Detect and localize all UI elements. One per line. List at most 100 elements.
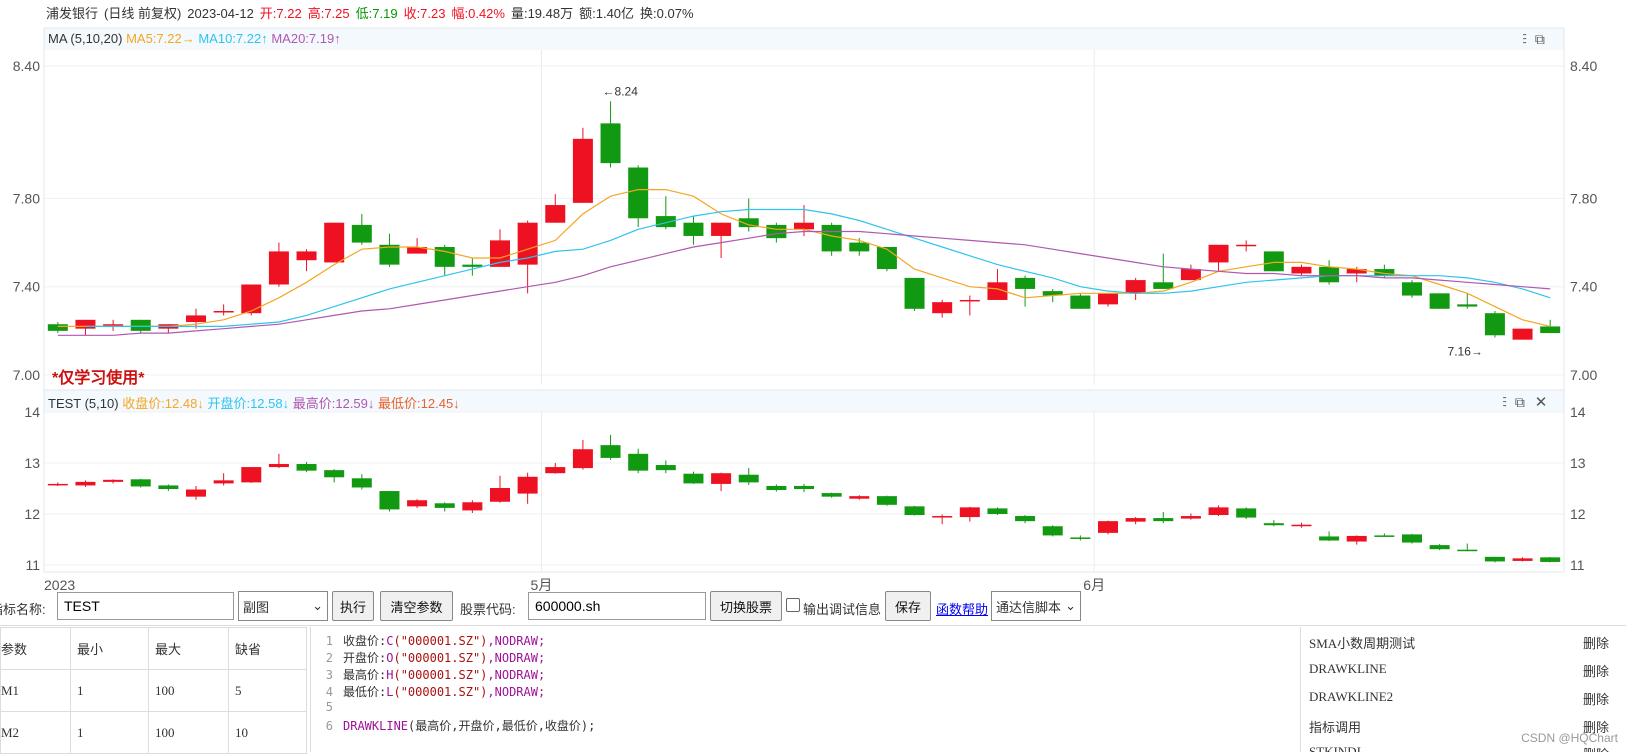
candle-body [1125, 280, 1146, 294]
debug-checkbox[interactable] [786, 598, 800, 612]
script-name[interactable]: STKINDI [1309, 744, 1361, 752]
line-number: 1 [325, 634, 333, 648]
params-header-cell: 最大 [148, 627, 229, 670]
script-list: SMA小数周期测试 删除 DRAWKLINE 删除 DRAWKLINE2 删除 指标调… [1300, 627, 1626, 752]
kline-chart[interactable]: 8.40 8.40 7.80 7.80 7.40 7.40 7.00 7.00 ←8.24 7.1… [0, 0, 1626, 600]
ma10-line [85, 208, 1551, 327]
y-tick-label: 7.00 [13, 367, 40, 383]
quote-info-bar: 浦发银行 (日线 前复权) 2023-04-12 开:7.22 高:7.25 低:7.19… [46, 3, 700, 22]
delete-button[interactable]: 删除 [1582, 720, 1609, 735]
candle-body [1484, 556, 1505, 562]
y-tick-label: 7.80 [1570, 190, 1597, 206]
code-string: ("000001.SZ") [393, 651, 488, 665]
candle-body [794, 222, 814, 230]
placement-select[interactable]: 副图 ⌄ [238, 591, 328, 621]
candle-body [545, 205, 566, 223]
indicator-name-input[interactable] [57, 592, 234, 620]
study-watermark: *仅学习使用* [52, 370, 145, 387]
y-tick-label: 11 [25, 557, 40, 573]
param-default-cell[interactable]: 5 [228, 669, 307, 712]
chart-toolbar-top: ⫶⫶ ⧉ [1522, 31, 1545, 48]
list-item[interactable]: STKINDI 删除 [1309, 744, 1619, 752]
switch-stock-button[interactable]: 切换股票 [710, 591, 782, 621]
candle-body [407, 500, 428, 507]
script-name[interactable]: DRAWKLINE2 [1309, 689, 1394, 704]
candle-body [1153, 518, 1174, 522]
code-line: 6 DRAWKLINE(最高价,开盘价,最低价,收盘价); [311, 717, 596, 734]
sub-indicator-titlebar [44, 390, 1564, 412]
table-row: M2 1 100 10 [0, 711, 307, 754]
candle-body [324, 222, 345, 263]
candle-body [351, 224, 372, 243]
param-name-cell[interactable]: M2 [0, 711, 71, 754]
settings-sliders-icon[interactable]: ⫶⫶ [1522, 31, 1527, 47]
code-text: 开盘价: [343, 651, 387, 665]
candle-body [1098, 521, 1118, 533]
param-min-cell[interactable]: 1 [70, 669, 149, 712]
y-tick-label: 13 [24, 455, 40, 471]
script-type-select[interactable]: 通达信脚本 ⌄ [991, 591, 1081, 621]
list-item[interactable]: DRAWKLINE 删除 [1309, 661, 1619, 681]
candle-body [821, 493, 842, 497]
code-keyword: ,NODRAW; [487, 634, 546, 648]
param-max-cell[interactable]: 100 [148, 711, 229, 754]
script-name[interactable]: DRAWKLINE [1309, 661, 1387, 676]
window-restore-icon[interactable]: ⧉ [1534, 31, 1545, 47]
script-name[interactable]: SMA小数周期测试 [1309, 636, 1416, 651]
ma5-line [57, 189, 1551, 327]
candle-body [1015, 516, 1036, 522]
candle-body [1374, 269, 1395, 276]
line-number: 5 [325, 700, 333, 714]
close-icon[interactable]: ✕ [1534, 394, 1548, 411]
candle-body [490, 240, 510, 267]
low-price: 低:7.19 [355, 6, 398, 21]
script-name[interactable]: 指标调用 [1309, 720, 1362, 735]
list-item[interactable]: SMA小数周期测试 删除 [1309, 633, 1619, 653]
clear-params-button[interactable]: 清空参数 [380, 591, 453, 621]
stock-code-input[interactable] [528, 592, 706, 620]
delete-button[interactable]: 删除 [1583, 744, 1609, 752]
candle-body [1015, 277, 1036, 289]
candle-body [103, 479, 124, 482]
table-row: M1 1 100 5 [0, 669, 307, 712]
settings-sliders-icon[interactable]: ⫶⫶ [1502, 394, 1507, 410]
code-keyword: H [386, 668, 394, 682]
candle-body [738, 218, 759, 228]
delete-button[interactable]: 删除 [1582, 636, 1609, 651]
param-default-cell[interactable]: 10 [228, 711, 307, 754]
candle-body [434, 246, 455, 267]
candle-body [1429, 545, 1450, 550]
candle-body [268, 464, 289, 468]
candle-body [462, 264, 483, 267]
param-min-cell[interactable]: 1 [70, 711, 149, 754]
window-restore-icon[interactable]: ⧉ [1514, 394, 1525, 410]
y-tick-label: 8.40 [13, 58, 40, 74]
candle-body [683, 473, 704, 484]
param-max-cell[interactable]: 100 [148, 669, 229, 712]
params-header-cell: 最小 [70, 627, 149, 670]
param-name-cell[interactable]: M1 [0, 669, 71, 712]
candle-body [1402, 282, 1422, 296]
candle-body [711, 222, 732, 236]
function-help-link[interactable]: 函数帮助 [936, 602, 989, 617]
x-tick-label: 6月 [1083, 577, 1105, 593]
candle-body [545, 467, 566, 474]
execute-button[interactable]: 执行 [332, 591, 374, 621]
credit-watermark: CSDN @HQChart [1521, 731, 1618, 745]
candle-body [572, 138, 593, 203]
save-button[interactable]: 保存 [885, 591, 931, 621]
candle-body [987, 282, 1008, 300]
list-item[interactable]: DRAWKLINE2 删除 [1309, 689, 1619, 709]
delete-button[interactable]: 删除 [1582, 664, 1609, 679]
code-editor[interactable]: 1 收盘价:C("000001.SZ"),NODRAW; 2 开盘价:O("0000… [310, 627, 1301, 752]
code-keyword: ,NODRAW; [487, 668, 546, 682]
list-item[interactable]: 指标调用 删除 [1309, 717, 1619, 737]
debug-label: 输出调试信息 [803, 602, 882, 617]
volume: 量:19.48万 [510, 6, 574, 21]
code-text: 最高价: [343, 668, 387, 682]
candle-body [849, 242, 870, 252]
y-tick-label: 8.40 [1570, 58, 1597, 74]
delete-button[interactable]: 删除 [1582, 692, 1609, 707]
amount: 额:1.40亿 [579, 6, 635, 21]
candle-body [1319, 266, 1340, 283]
